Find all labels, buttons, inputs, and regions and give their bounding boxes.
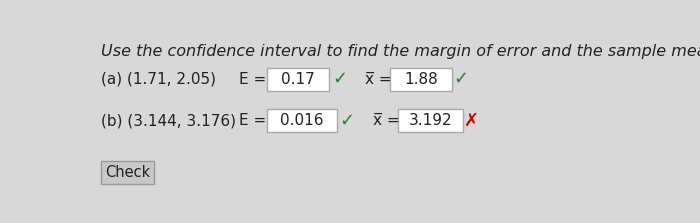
FancyBboxPatch shape: [390, 68, 452, 91]
Text: (b) (3.144, 3.176): (b) (3.144, 3.176): [102, 113, 237, 128]
FancyBboxPatch shape: [267, 68, 329, 91]
Text: ✓: ✓: [340, 112, 355, 130]
Text: x̅ =: x̅ =: [365, 72, 391, 87]
Text: Use the confidence interval to find the margin of error and the sample mean.: Use the confidence interval to find the …: [102, 44, 700, 59]
Text: 0.17: 0.17: [281, 72, 315, 87]
FancyBboxPatch shape: [398, 109, 463, 132]
Text: ✗: ✗: [464, 112, 480, 130]
Text: 3.192: 3.192: [409, 113, 452, 128]
Text: (a) (1.71, 2.05): (a) (1.71, 2.05): [102, 72, 216, 87]
Text: Check: Check: [105, 165, 150, 180]
Text: 0.016: 0.016: [281, 113, 324, 128]
Text: E =: E =: [239, 113, 266, 128]
FancyBboxPatch shape: [102, 161, 154, 184]
Text: 1.88: 1.88: [404, 72, 438, 87]
Text: ✓: ✓: [332, 70, 347, 88]
Text: ✓: ✓: [454, 70, 468, 88]
Text: E =: E =: [239, 72, 266, 87]
Text: x̅ =: x̅ =: [372, 113, 399, 128]
FancyBboxPatch shape: [267, 109, 337, 132]
